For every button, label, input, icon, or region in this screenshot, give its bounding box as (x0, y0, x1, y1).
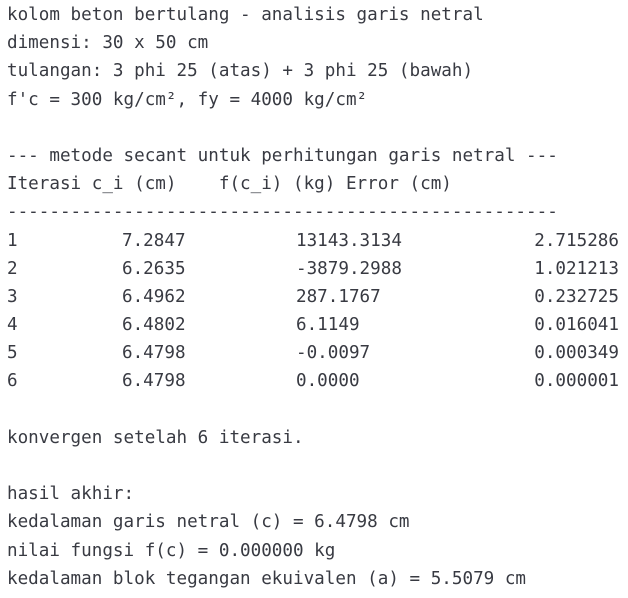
cell-f: 13143.3134 (296, 230, 402, 251)
cell-iteration: 5 (7, 343, 18, 364)
cell-ci: 6.2635 (122, 258, 186, 279)
cell-iteration: 4 (7, 315, 18, 336)
cell-ci: 7.2847 (122, 230, 186, 251)
cell-iteration: 6 (7, 371, 18, 392)
cell-error: 2.715286 (534, 230, 619, 251)
cell-error: 1.021213 (534, 258, 619, 279)
cell-ci: 6.4798 (122, 371, 186, 392)
table-separator: ----------------------------------------… (7, 202, 558, 223)
cell-iteration: 2 (7, 258, 18, 279)
result-heading: hasil akhir: (7, 484, 135, 505)
cell-error: 0.016041 (534, 315, 619, 336)
header-reinforcement: tulangan: 3 phi 25 (atas) + 3 phi 25 (ba… (7, 61, 474, 82)
result-stress-block: kedalaman blok tegangan ekuivalen (a) = … (7, 568, 527, 589)
blank-line (7, 114, 625, 142)
iteration-table-body: 1 7.2847 13143.3134 2.715286 2 6.2635 -3879.29… (7, 227, 625, 396)
cell-ci: 6.4962 (122, 286, 186, 307)
blank-line (7, 452, 625, 480)
cell-f: -3879.2988 (296, 258, 402, 279)
cell-f: 6.1149 (296, 315, 360, 336)
cell-f: 287.1767 (296, 286, 381, 307)
cell-error: 0.232725 (534, 286, 619, 307)
cell-ci: 6.4802 (122, 315, 186, 336)
table-row: 5 6.4798 -0.0097 0.000349 (7, 339, 625, 367)
table-header: Iterasi c_i (cm) f(c_i) (kg) Error (cm) (7, 174, 452, 195)
blank-line (7, 396, 625, 424)
table-row: 2 6.2635 -3879.2988 1.021213 (7, 255, 625, 283)
method-section-title: --- metode secant untuk perhitungan gari… (7, 145, 558, 166)
cell-f: -0.0097 (296, 343, 371, 364)
cell-error: 0.000001 (534, 371, 619, 392)
header-title: kolom beton bertulang - analisis garis n… (7, 5, 484, 25)
convergence-message: konvergen setelah 6 iterasi. (7, 427, 304, 448)
table-row: 6 6.4798 0.0000 0.000001 (7, 367, 625, 395)
header-dimensions: dimensi: 30 x 50 cm (7, 33, 209, 54)
result-neutral-axis: kedalaman garis netral (c) = 6.4798 cm (7, 512, 410, 533)
header-materials: f'c = 300 kg/cm², fy = 4000 kg/cm² (7, 89, 368, 110)
table-row: 4 6.4802 6.1149 0.016041 (7, 311, 625, 339)
cell-iteration: 3 (7, 286, 18, 307)
cell-ci: 6.4798 (122, 343, 186, 364)
table-row: 3 6.4962 287.1767 0.232725 (7, 283, 625, 311)
cell-error: 0.000349 (534, 343, 619, 364)
cell-iteration: 1 (7, 230, 18, 251)
console-output: kolom beton bertulang - analisis garis n… (7, 0, 625, 593)
result-function-value: nilai fungsi f(c) = 0.000000 kg (7, 540, 336, 561)
cell-f: 0.0000 (296, 371, 360, 392)
table-row: 1 7.2847 13143.3134 2.715286 (7, 227, 625, 255)
